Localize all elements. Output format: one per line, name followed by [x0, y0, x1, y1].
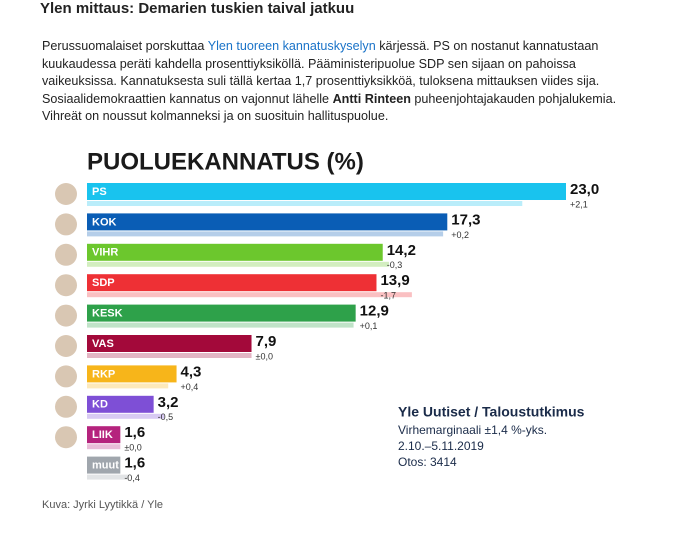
- caption: Kuva: Jyrki Lyytikkä / Yle: [42, 499, 164, 511]
- text: puheenjohtajakauden pohjalukemia. Vihreä…: [42, 91, 617, 124]
- headline: Ylen mittaus: Demarien tuskien taival ja…: [40, 0, 355, 17]
- value-label: 1,6: [124, 424, 145, 441]
- link[interactable]: Ylen tuoreen kannatuskyselyn: [207, 39, 376, 53]
- change-label: -1,7: [380, 291, 396, 301]
- text: Perussuomalaiset porskuttaa: [42, 39, 208, 53]
- bar: [87, 426, 121, 444]
- portrait: [55, 183, 77, 205]
- change-label: +0,4: [181, 382, 199, 392]
- value-label: 14,2: [387, 242, 416, 259]
- chart-title: PUOLUEKANNATUS (%): [87, 148, 364, 175]
- bar: [87, 365, 177, 383]
- party-label: muut: [92, 460, 119, 472]
- party-label: KOK: [92, 216, 117, 228]
- change-label: ±0,0: [124, 443, 141, 453]
- note: Otos: 3414: [398, 455, 457, 469]
- bar: [87, 243, 383, 261]
- previous-bar: [87, 353, 252, 358]
- value-label: 7,9: [256, 333, 277, 350]
- value-label: 17,3: [451, 211, 480, 228]
- portrait: [55, 243, 77, 266]
- previous-bar: [87, 322, 354, 328]
- previous-bar: [87, 292, 412, 298]
- bold-text: Antti Rinteen: [332, 91, 411, 106]
- value-label: 13,9: [380, 272, 409, 289]
- bar: [87, 395, 154, 413]
- party-label: KD: [92, 399, 108, 411]
- portrait: [55, 304, 77, 327]
- party-label: PS: [92, 186, 107, 198]
- bar: [87, 456, 121, 474]
- previous-bar: [87, 231, 444, 237]
- party-label: VAS: [92, 338, 114, 350]
- portrait: [55, 335, 77, 357]
- change-label: +0,1: [360, 321, 378, 331]
- article-body: Perussuomalaiset porskuttaa Ylen tuoreen…: [42, 38, 622, 126]
- previous-bar: [87, 201, 523, 206]
- party-label: RKP: [92, 368, 115, 380]
- bar: [87, 183, 566, 200]
- party-label: SDP: [92, 277, 115, 289]
- change-label: ±0,0: [256, 351, 273, 361]
- bar: [87, 213, 448, 231]
- previous-bar: [87, 474, 129, 480]
- portrait: [55, 213, 77, 236]
- value-label: 3,2: [158, 394, 179, 411]
- previous-bar: [87, 261, 389, 267]
- bar: [87, 274, 377, 292]
- portrait: [55, 426, 77, 449]
- change-label: -0,3: [387, 260, 403, 270]
- party-label: LIIK: [92, 429, 113, 441]
- chart: PUOLUEKANNATUS (%) Yle Uutiset / Taloust…: [40, 137, 608, 493]
- portrait: [55, 274, 77, 297]
- bar: [87, 304, 356, 322]
- change-label: +0,2: [451, 230, 469, 240]
- portrait: [55, 395, 77, 418]
- change-label: -0,5: [158, 412, 174, 422]
- note: Virhemarginaali ±1,4 %-yks.: [398, 423, 547, 437]
- previous-bar: [87, 383, 169, 389]
- value-label: 12,9: [360, 303, 389, 320]
- previous-bar: [87, 413, 165, 419]
- previous-bar: [87, 444, 121, 450]
- text: kärjessä. PS on nostanut kannatustaan ku…: [42, 39, 600, 106]
- value-label: 1,6: [124, 455, 145, 472]
- change-label: -0,4: [124, 473, 140, 483]
- portrait: [55, 456, 77, 479]
- value-label: 23,0: [570, 181, 599, 198]
- value-label: 4,3: [181, 363, 202, 380]
- party-label: KESK: [92, 308, 123, 320]
- portrait: [55, 365, 77, 388]
- note: 2.10.–5.11.2019: [398, 439, 484, 453]
- party-label: VIHR: [92, 247, 118, 259]
- source: Yle Uutiset / Taloustutkimus: [398, 404, 585, 420]
- bar: [87, 335, 252, 352]
- change-label: +2,1: [570, 199, 588, 209]
